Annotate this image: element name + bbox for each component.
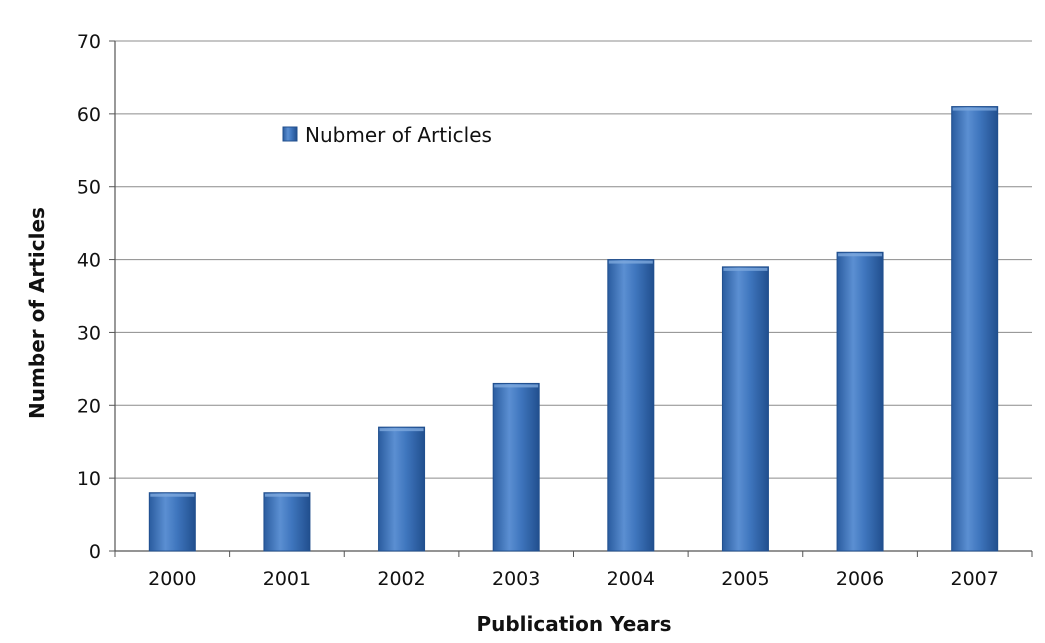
legend: Nubmer of Articles <box>282 123 492 147</box>
y-tick-label: 20 <box>77 395 101 417</box>
x-tick-label: 2000 <box>148 568 196 590</box>
y-tick-label: 30 <box>77 322 101 344</box>
bar-2002 <box>378 426 426 552</box>
bar-top-highlight <box>150 493 195 497</box>
bar-2005 <box>721 266 769 552</box>
bar <box>148 492 196 552</box>
legend-swatch <box>282 126 298 142</box>
bars <box>148 106 999 552</box>
y-axis-title: Number of Articles <box>25 207 49 419</box>
bar <box>721 266 769 552</box>
x-tick-label: 2003 <box>492 568 540 590</box>
y-tick-label: 70 <box>77 31 101 53</box>
y-tick-label: 60 <box>77 104 101 126</box>
bar <box>263 492 311 552</box>
bar <box>607 259 655 552</box>
x-tick-label: 2002 <box>377 568 425 590</box>
y-tick-label: 10 <box>77 468 101 490</box>
bar-top-highlight <box>379 428 424 432</box>
x-tick-label: 2006 <box>836 568 884 590</box>
legend-label: Nubmer of Articles <box>305 123 492 147</box>
bar <box>492 382 540 552</box>
bar-2004 <box>607 259 655 552</box>
x-tick-label: 2005 <box>721 568 769 590</box>
bar-2006 <box>836 251 884 552</box>
bar-top-highlight <box>952 107 997 111</box>
bar-top-highlight <box>608 260 653 264</box>
y-tick-label: 40 <box>77 250 101 272</box>
bar-top-highlight <box>264 493 309 497</box>
axes <box>109 40 1033 557</box>
tick-labels: 0 10 20 30 40 50 60 70 2000 2001 2002 2003 2004 2005 2… <box>77 31 999 590</box>
x-tick-label: 2007 <box>951 568 999 590</box>
gridlines <box>115 40 1032 479</box>
bar <box>951 106 999 552</box>
x-axis-title: Publication Years <box>476 612 671 636</box>
bar-top-highlight <box>723 267 768 271</box>
bar-top-highlight <box>494 384 539 388</box>
x-tick-label: 2004 <box>607 568 655 590</box>
x-tick-label: 2001 <box>263 568 311 590</box>
y-tick-label: 0 <box>89 541 101 563</box>
bar-2003 <box>492 382 540 552</box>
bar <box>836 251 884 552</box>
bar <box>378 426 426 552</box>
bar-2000 <box>148 492 196 552</box>
bar-top-highlight <box>838 253 883 257</box>
bar-2001 <box>263 492 311 552</box>
y-tick-label: 50 <box>77 177 101 199</box>
bar-2007 <box>951 106 999 552</box>
